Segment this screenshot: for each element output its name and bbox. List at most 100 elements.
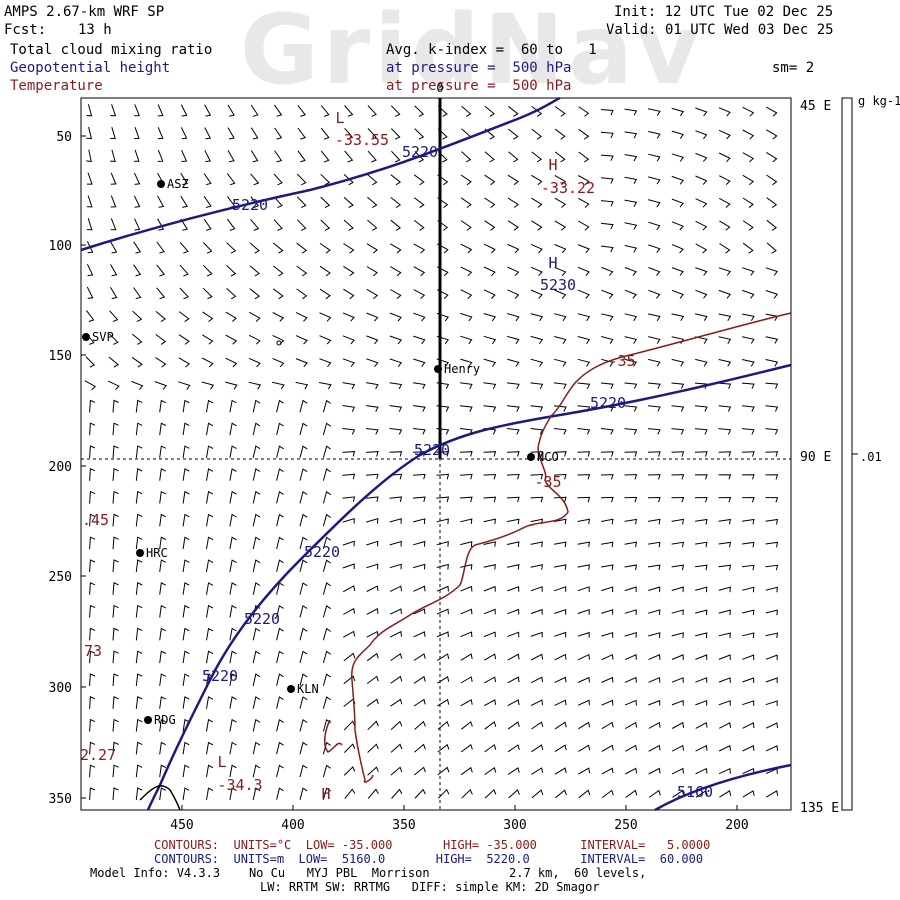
wind-barb	[366, 585, 379, 592]
wind-barb	[624, 451, 638, 457]
wind-barb	[135, 422, 143, 436]
wind-barb	[695, 654, 708, 660]
wind-barb	[110, 218, 117, 231]
wind-barb	[483, 608, 496, 615]
wind-barb	[695, 220, 708, 231]
wind-barb	[252, 650, 261, 664]
wind-barb	[202, 311, 214, 322]
wind-barb	[157, 195, 165, 208]
wind-barb	[112, 445, 119, 459]
wind-barb	[577, 699, 590, 706]
wind-barb	[741, 359, 755, 367]
wind-barb	[229, 422, 237, 436]
wind-barb	[671, 358, 685, 367]
wind-barb	[320, 150, 330, 163]
wind-barb	[460, 312, 473, 322]
wind-barb	[671, 721, 685, 729]
wind-barb	[460, 289, 473, 299]
wind-barb	[671, 744, 685, 752]
wind-barb	[182, 627, 190, 641]
wind-barb	[414, 105, 425, 117]
wind-barb	[86, 149, 92, 163]
wind-barb	[389, 405, 403, 412]
wind-barb	[389, 451, 403, 457]
wind-barb	[273, 173, 283, 186]
wind-barb	[390, 197, 402, 209]
wind-barb	[86, 104, 93, 117]
x-tick-label: 450	[170, 818, 193, 833]
wind-barb	[204, 127, 212, 140]
wind-barb	[461, 151, 472, 163]
wind-barb	[718, 677, 731, 683]
wind-barb	[112, 764, 119, 778]
wind-barb	[206, 582, 214, 595]
wind-barb	[252, 536, 261, 550]
wind-barb	[179, 264, 189, 277]
wind-barb	[159, 559, 167, 572]
wind-barb	[695, 175, 708, 185]
wind-barb	[577, 175, 590, 186]
wind-barb	[554, 289, 567, 299]
wind-barb	[554, 699, 567, 706]
wind-barb	[530, 451, 544, 457]
wind-barb	[276, 696, 284, 709]
height-contours-info: CONTOURS: UNITS=m LOW= 5160.0 HIGH= 5220…	[154, 852, 704, 866]
height-contour-label: 5220	[414, 441, 450, 459]
wind-barb	[624, 541, 638, 548]
wind-barb	[718, 564, 732, 571]
wind-barb	[625, 721, 638, 730]
wind-barb	[299, 650, 308, 664]
wind-barb	[530, 564, 543, 570]
wind-barb	[695, 267, 708, 276]
wind-barb	[742, 677, 755, 684]
wind-barb	[366, 382, 379, 390]
wind-barb	[89, 559, 96, 573]
wind-barb	[159, 536, 167, 550]
wind-barb	[342, 540, 355, 547]
wind-barb	[718, 654, 731, 661]
wind-barb	[554, 151, 566, 163]
wind-barb	[86, 263, 94, 277]
wind-barb	[436, 608, 449, 615]
wind-barb	[412, 496, 426, 503]
height-contour-label: 5220	[590, 394, 626, 412]
wind-barb	[276, 605, 284, 618]
wind-barb	[135, 787, 143, 801]
wind-barb	[320, 196, 331, 209]
wind-barb	[577, 313, 591, 322]
wind-barb	[296, 242, 308, 254]
wind-barb	[765, 405, 779, 412]
wind-barb	[648, 267, 661, 276]
wind-barb	[530, 608, 543, 615]
wind-barb	[342, 335, 355, 345]
wind-barb	[460, 174, 472, 186]
wind-barb	[601, 313, 614, 322]
wind-barb	[671, 632, 684, 638]
wind-barb	[229, 650, 237, 664]
wind-barb	[648, 336, 661, 344]
valid-time: Valid: 01 UTC Wed 03 Dec 25	[606, 22, 834, 38]
wind-barb	[436, 382, 450, 390]
wind-barb	[89, 604, 96, 618]
wind-barb	[483, 518, 496, 525]
wind-barb	[89, 422, 96, 436]
wind-barb	[601, 586, 614, 593]
wind-barb	[695, 289, 708, 299]
wind-barb	[133, 241, 142, 254]
wind-barb	[460, 518, 473, 525]
wind-barb	[89, 787, 96, 801]
wind-barb	[299, 536, 308, 550]
station-label: ASZ	[167, 177, 189, 191]
wind-barb	[601, 767, 614, 775]
temperature-label: -33.55	[335, 131, 389, 149]
wind-barb	[531, 128, 543, 140]
wind-barb	[250, 196, 260, 209]
wind-barb	[182, 650, 190, 664]
wind-barb	[343, 652, 356, 662]
wind-barb	[530, 405, 544, 412]
wind-barb	[460, 197, 472, 208]
wind-barb	[112, 741, 119, 755]
wind-barb	[765, 474, 779, 480]
wind-barb	[414, 788, 426, 799]
wind-barb	[201, 381, 215, 390]
